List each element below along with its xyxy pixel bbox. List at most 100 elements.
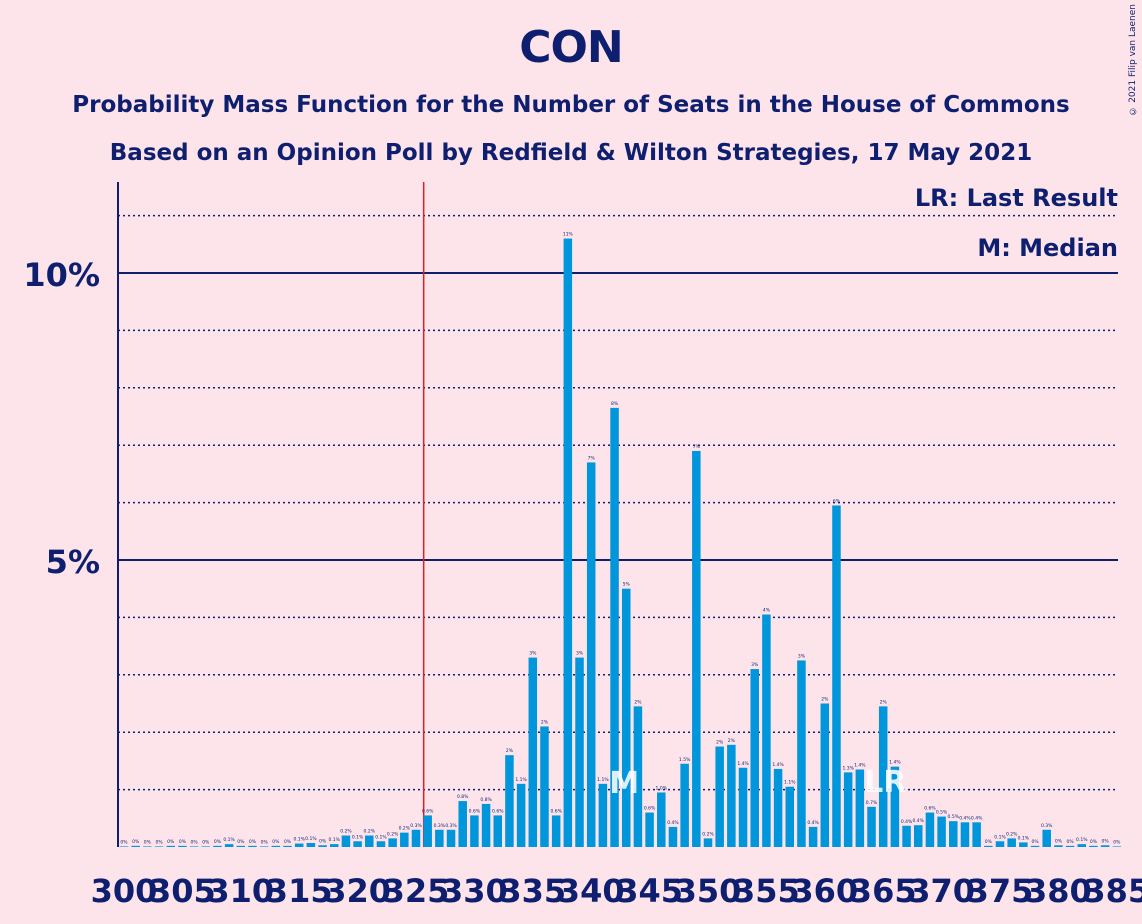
bar-value-label: 0.1% <box>1076 837 1088 843</box>
x-tick-label: 300 <box>91 872 158 910</box>
bar <box>598 783 608 847</box>
bar <box>248 845 257 847</box>
bar <box>925 812 935 847</box>
bar <box>306 842 316 847</box>
bar <box>400 832 409 847</box>
bar-value-label: 0% <box>155 839 163 845</box>
bar-value-label: 0.3% <box>445 823 457 829</box>
bar-value-label: 3% <box>798 653 806 659</box>
bar-value-label: 0.5% <box>948 814 960 820</box>
bar-value-label: 0% <box>167 839 175 845</box>
bar <box>353 841 362 847</box>
bar <box>820 703 830 847</box>
x-tick-label: 385 <box>1083 872 1142 910</box>
x-tick-label: 345 <box>616 872 683 910</box>
bar <box>913 825 923 847</box>
bar <box>435 829 444 847</box>
bar <box>586 462 596 847</box>
bar <box>166 845 175 847</box>
bar-value-label: 0.1% <box>305 836 317 842</box>
bar <box>318 845 327 847</box>
bar <box>1042 829 1051 847</box>
bar-value-label: 0% <box>1055 838 1063 844</box>
x-tick-label: 370 <box>908 872 975 910</box>
bar <box>890 766 900 847</box>
bar <box>540 726 549 847</box>
bar-value-label: 0.1% <box>1018 835 1030 841</box>
bar-value-label: 1.1% <box>515 777 527 783</box>
bar-value-label: 0.4% <box>667 820 679 826</box>
x-tick-label: 350 <box>675 872 742 910</box>
bar <box>423 815 432 847</box>
bar-value-label: 3% <box>751 662 759 668</box>
bar <box>178 845 187 847</box>
bar-value-label: 0.3% <box>410 823 422 829</box>
bar-value-label: 3% <box>529 651 537 657</box>
bar-value-label: 0.6% <box>924 806 936 812</box>
bar <box>937 816 946 847</box>
bar <box>224 844 234 847</box>
bar <box>1077 844 1087 847</box>
x-tick-label: 355 <box>733 872 800 910</box>
bar <box>131 845 140 847</box>
bar-value-label: 0% <box>319 838 327 844</box>
y-tick-label: 10% <box>23 256 100 294</box>
bar-value-label: 0.6% <box>469 808 481 814</box>
bar-value-label: 0.2% <box>702 831 714 837</box>
bar-value-label: 0.1% <box>352 834 364 840</box>
bar <box>995 841 1005 847</box>
bar-value-label: 0.6% <box>492 808 504 814</box>
bar-value-label: 2% <box>506 748 514 754</box>
bar-value-label: 8% <box>611 401 619 407</box>
bar <box>1030 845 1040 847</box>
bar <box>949 821 958 847</box>
bar <box>446 829 456 847</box>
bar-value-label: 0.1% <box>329 837 341 843</box>
legend-median: M: Median <box>977 234 1118 262</box>
bar <box>189 846 199 847</box>
bar <box>493 815 503 847</box>
bar <box>236 845 246 847</box>
bar <box>703 838 713 847</box>
x-tick-label: 380 <box>1025 872 1092 910</box>
bar <box>610 407 619 847</box>
bar-value-label: 0% <box>272 839 280 845</box>
bar <box>750 669 759 847</box>
bar-value-label: 2% <box>716 740 724 746</box>
bar-value-label: 0.1% <box>223 837 235 843</box>
bar-value-label: 0.1% <box>293 837 305 843</box>
bar <box>294 843 304 847</box>
bar-value-label: 0.3% <box>434 823 446 829</box>
x-tick-label: 335 <box>499 872 566 910</box>
bar <box>563 238 573 847</box>
bar <box>388 838 397 847</box>
bar <box>855 769 865 847</box>
bar-value-label: 0% <box>132 839 140 845</box>
bar-value-label: 0.4% <box>913 818 925 824</box>
bar <box>727 744 736 847</box>
bar-value-label: 2% <box>634 699 642 705</box>
bar <box>668 826 678 847</box>
bar <box>1089 845 1098 847</box>
bar <box>797 660 806 847</box>
bar <box>1065 845 1075 847</box>
last-result-marker: LR <box>864 765 906 800</box>
bar <box>785 786 795 847</box>
bar <box>376 841 386 847</box>
bar-value-label: 0.1% <box>375 834 387 840</box>
bar-value-label: 2% <box>821 697 829 703</box>
bar-value-label: 0% <box>120 839 128 845</box>
bar-value-label: 0% <box>202 839 210 845</box>
bar <box>1100 845 1110 847</box>
bar-value-label: 1.1% <box>597 777 609 783</box>
bar <box>621 588 631 847</box>
legend-last-result: LR: Last Result <box>914 184 1118 212</box>
bar-value-label: 0.2% <box>399 826 411 832</box>
bar <box>867 806 876 847</box>
bar-value-label: 1.0% <box>656 785 668 791</box>
bar <box>773 768 783 847</box>
x-tick-label: 310 <box>207 872 274 910</box>
bar <box>832 505 841 847</box>
bar-value-label: 0% <box>249 839 257 845</box>
bar <box>1054 845 1063 847</box>
